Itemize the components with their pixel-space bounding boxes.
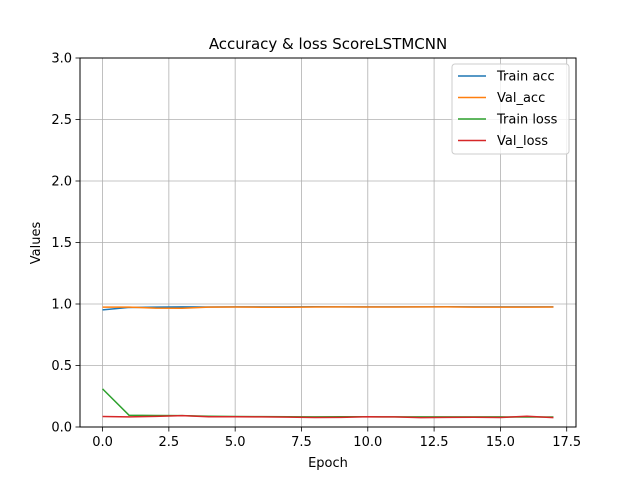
- series-line-val-loss: [102, 414, 554, 419]
- x-tick-label: 17.5: [552, 435, 581, 450]
- legend-box: [451, 63, 570, 155]
- x-tick-label: 5.0: [225, 435, 246, 450]
- y-tick-label: 2.5: [51, 113, 72, 128]
- axis-ticks: 0.0 2.5 5.0 7.5 10.0 12.5 15.0 17.5 0.0 0.5 1.0 1.5…: [51, 52, 581, 451]
- series-line-val-acc: [102, 306, 554, 310]
- y-tick-label: 3.0: [51, 52, 72, 67]
- series-lines: [102, 305, 554, 419]
- y-tick-label: 1.0: [51, 298, 72, 313]
- y-tick-label: 0.5: [51, 359, 72, 374]
- legend-label-train-acc: Train acc: [496, 70, 555, 85]
- chart-title: Accuracy & loss ScoreLSTMCNN: [209, 35, 447, 53]
- legend-label-val-acc: Val_acc: [497, 91, 545, 106]
- y-axis-label: Values: [29, 222, 44, 265]
- y-tick-label: 1.5: [51, 236, 72, 251]
- x-tick-label: 12.5: [420, 435, 449, 450]
- y-tick-label: 2.0: [51, 175, 72, 190]
- x-tick-label: 0.0: [92, 435, 113, 450]
- legend-label-train-loss: Train loss: [496, 113, 558, 128]
- y-tick-label: 0.0: [51, 421, 72, 436]
- x-tick-label: 7.5: [291, 435, 312, 450]
- x-tick-label: 2.5: [159, 435, 180, 450]
- x-tick-label: 10.0: [353, 435, 382, 450]
- x-axis-label: Epoch: [308, 456, 348, 471]
- legend: Train acc Val_acc Train loss Val_loss: [451, 63, 570, 155]
- legend-label-val-loss: Val_loss: [497, 134, 548, 149]
- x-tick-label: 15.0: [486, 435, 515, 450]
